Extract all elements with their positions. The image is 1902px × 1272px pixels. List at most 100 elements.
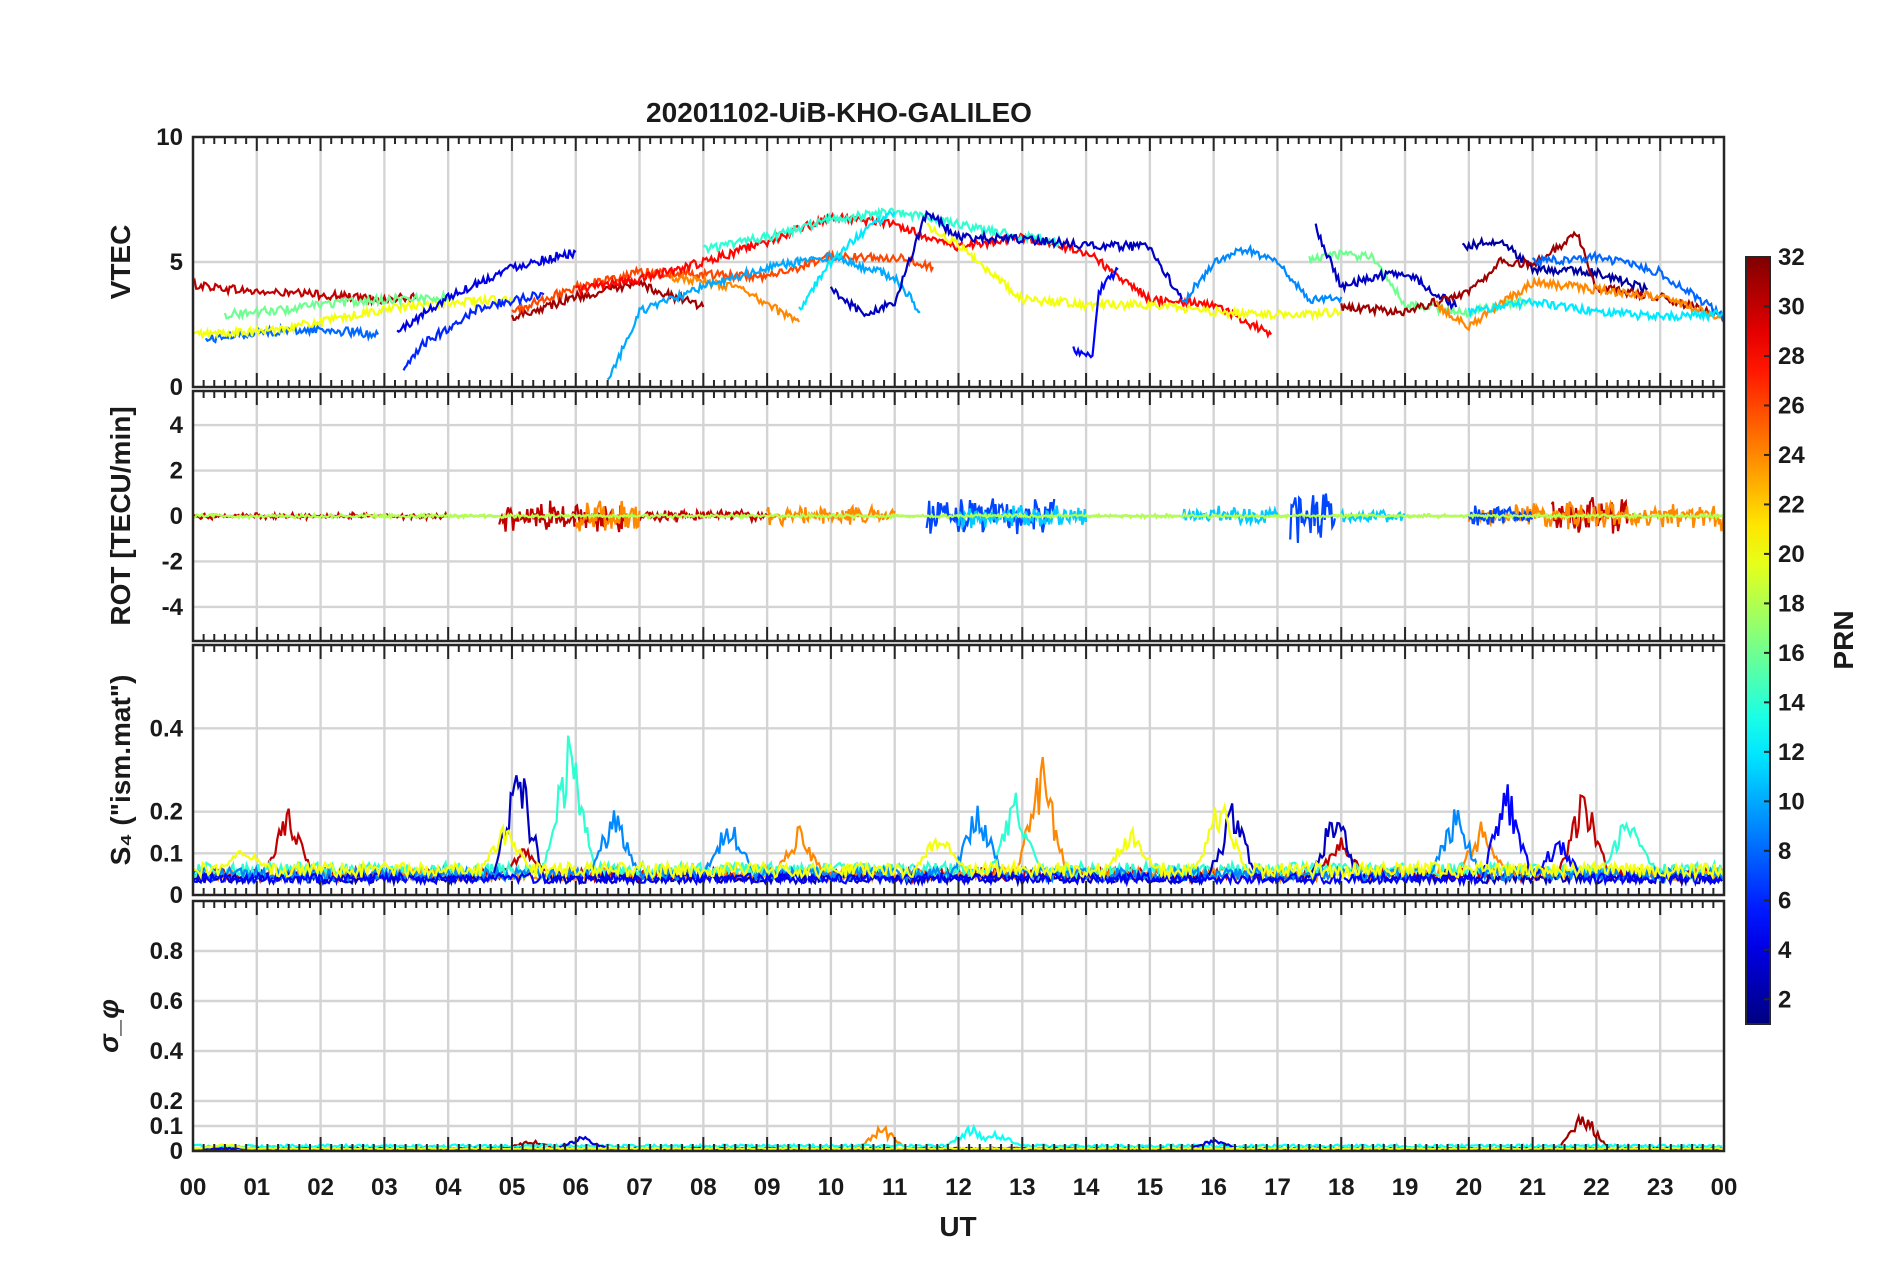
colorbar-tick-label: 30 — [1778, 293, 1805, 320]
y-axis-label: S₄ ("ism.mat") — [105, 675, 136, 866]
series-prn-8 — [1532, 249, 1724, 322]
panel-2: -4 -2 0 2 4 ROT [TECU/min] — [105, 389, 1726, 643]
panel-4: 00.10.2 0.4 0.6 0.8 σ_φ — [93, 899, 1726, 1165]
series-prn-5 — [193, 784, 1723, 888]
series-prn-9 — [1181, 243, 1343, 306]
x-tick-label: 21 — [1519, 1174, 1546, 1201]
x-tick-label: 13 — [1009, 1174, 1036, 1201]
x-tick-label: 14 — [1073, 1174, 1100, 1201]
x-tick-label: 15 — [1137, 1174, 1164, 1201]
x-tick-label: 07 — [626, 1174, 653, 1201]
y-tick-label: 0.4 — [150, 715, 184, 742]
x-tick-label: 04 — [435, 1174, 462, 1201]
colorbar-tick-label: 20 — [1778, 541, 1805, 568]
y-tick-label: 0.1 — [150, 1113, 183, 1140]
x-tick-labels: 00 01 02 03 04 05 06 07 08 09 10 11 12 13 14 15 16 17 18 19… — [180, 1174, 1738, 1201]
series-group — [193, 493, 1724, 543]
x-tick-label: 18 — [1328, 1174, 1355, 1201]
series-prn-3 — [829, 209, 1183, 318]
colorbar-tick-label: 10 — [1778, 788, 1805, 815]
colorbar-tick-label: 16 — [1778, 640, 1805, 667]
series-group — [193, 206, 1724, 381]
panel-frame — [191, 643, 1726, 897]
y-tick-label: -4 — [162, 594, 184, 621]
x-tick-label: 00 — [1711, 1174, 1738, 1201]
y-tick-label: 0.1 — [150, 840, 183, 867]
x-tick-label: 08 — [690, 1174, 717, 1201]
series-prn-5 — [1072, 266, 1119, 359]
colorbar-tick-label: 4 — [1778, 937, 1792, 964]
series-prn-20 — [193, 292, 513, 340]
y-tick-label: 0.8 — [150, 938, 183, 965]
x-tick-label: 05 — [499, 1174, 526, 1201]
series-prn-12 — [1467, 297, 1724, 323]
y-tick-label: 0 — [170, 374, 183, 401]
colorbar-tick-label: 28 — [1778, 343, 1805, 370]
colorbar-tick-label: 8 — [1778, 838, 1791, 865]
y-tick-label: 0 — [170, 882, 183, 909]
x-tick-label: 17 — [1264, 1174, 1291, 1201]
y-tick-label: -2 — [162, 548, 183, 575]
panel-frame — [191, 135, 1726, 389]
x-tick-label: 23 — [1647, 1174, 1674, 1201]
y-tick-label: 0 — [170, 503, 183, 530]
x-tick-label: 01 — [243, 1174, 270, 1201]
y-tick-label: 0.4 — [150, 1038, 184, 1065]
y-tick-label: 2 — [170, 458, 183, 485]
series-prn-6 — [402, 291, 545, 371]
y-tick-label: 0 — [170, 1138, 183, 1165]
x-tick-label: 19 — [1392, 1174, 1419, 1201]
panel-frame — [191, 389, 1726, 643]
series-prn-14 — [702, 206, 1062, 255]
x-tick-label: 00 — [180, 1174, 207, 1201]
y-tick-label: 0.2 — [150, 799, 183, 826]
panel-1: 0 5 10 VTEC — [105, 124, 1726, 401]
x-tick-label: 16 — [1200, 1174, 1227, 1201]
x-tick-label: 11 — [882, 1174, 907, 1201]
series-prn-28 — [575, 211, 1273, 339]
y-tick-label: 0.2 — [150, 1088, 183, 1115]
colorbar-tick-label: 22 — [1778, 491, 1805, 518]
x-tick-label: 06 — [562, 1174, 589, 1201]
x-tick-label: 10 — [818, 1174, 845, 1201]
x-tick-label: 22 — [1583, 1174, 1610, 1201]
colorbar-tick-label: 12 — [1778, 739, 1805, 766]
series-prn-3 — [1314, 223, 1458, 311]
colorbar-tick-label: 14 — [1778, 689, 1805, 716]
series-prn-4 — [396, 248, 577, 334]
colorbar-tick-label: 2 — [1778, 986, 1791, 1013]
series-prn-18 — [193, 511, 1724, 521]
x-tick-label: 20 — [1455, 1174, 1482, 1201]
colorbar-tick-label: 18 — [1778, 590, 1805, 617]
x-tick-label: 03 — [371, 1174, 398, 1201]
series-prn-16 — [223, 289, 450, 321]
series-prn-2 — [1461, 235, 1649, 294]
y-axis-label: VTEC — [105, 225, 136, 300]
series-prn-31 — [510, 279, 705, 322]
y-tick-label: 4 — [170, 412, 184, 439]
chart-title: 20201102-UiB-KHO-GALILEO — [646, 97, 1032, 128]
series-prn-20 — [193, 802, 1724, 882]
x-axis-label: UT — [939, 1211, 976, 1242]
series-prn-20 — [926, 222, 1342, 322]
y-axis-label: σ_φ — [93, 999, 124, 1053]
series-prn-24 — [670, 272, 800, 324]
y-tick-label: 0.6 — [150, 988, 183, 1015]
x-tick-label: 09 — [754, 1174, 781, 1201]
series-prn-10 — [606, 251, 921, 381]
colorbar-tick-label: 26 — [1778, 392, 1805, 419]
series-prn-24 — [1435, 275, 1724, 332]
x-tick-label: 02 — [307, 1174, 334, 1201]
y-tick-label: 5 — [170, 249, 183, 276]
colorbar-label: PRN — [1828, 610, 1859, 669]
colorbar-tick-label: 32 — [1778, 244, 1805, 271]
series-prn-12 — [798, 209, 896, 311]
y-axis-label: ROT [TECU/min] — [105, 406, 136, 625]
x-tick-label: 12 — [945, 1174, 972, 1201]
panel-3: 0 0.1 0.2 0.4 S₄ ("ism.mat") — [105, 643, 1726, 909]
colorbar-gradient — [1745, 256, 1771, 1025]
panel-frame — [191, 899, 1726, 1153]
